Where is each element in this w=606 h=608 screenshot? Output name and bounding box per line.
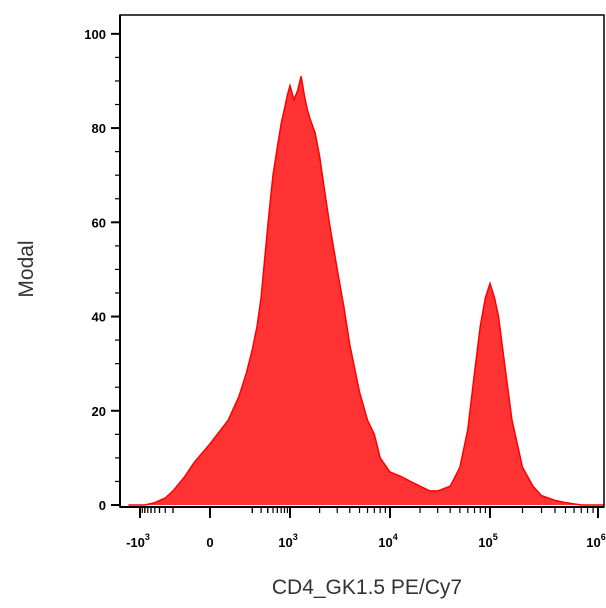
x-tick-label: 106	[586, 532, 605, 550]
x-tick-label: -103	[126, 532, 150, 550]
y-tick-label: 0	[99, 498, 106, 513]
y-tick-label: 100	[84, 27, 106, 42]
x-axis-ticks: -103 0 103 104 105 106	[126, 507, 606, 550]
x-tick-label-base: 0	[206, 535, 213, 550]
histogram-outline	[128, 76, 604, 506]
x-tick-label: 0	[206, 535, 213, 550]
x-tick-label-exponent: 4	[393, 532, 398, 542]
y-tick-label: 60	[92, 215, 106, 230]
y-tick-label: 80	[92, 121, 106, 136]
x-tick-label: 103	[278, 532, 297, 550]
x-tick-label-base: 10	[478, 535, 492, 550]
y-axis-ticks: 0 20 40 60 80 100	[84, 27, 120, 513]
x-tick-label-exponent: 3	[293, 532, 298, 542]
y-tick-label: 20	[92, 404, 106, 419]
x-tick-label-exponent: 5	[493, 532, 498, 542]
y-tick-label: 40	[92, 310, 106, 325]
x-tick-label-base: 10	[278, 535, 292, 550]
x-tick-label-exponent: 6	[601, 532, 606, 542]
x-tick-label: 104	[378, 532, 397, 550]
x-tick-label-base: -10	[126, 535, 145, 550]
histogram-fill	[128, 76, 604, 506]
x-tick-label-base: 10	[586, 535, 600, 550]
x-tick-label: 105	[478, 532, 497, 550]
x-tick-label-base: 10	[378, 535, 392, 550]
x-minor-ticks	[141, 507, 594, 513]
y-axis-title: Modal	[15, 240, 38, 297]
x-axis-title: CD4_GK1.5 PE/Cy7	[272, 576, 462, 599]
x-tick-label-exponent: 3	[145, 532, 150, 542]
